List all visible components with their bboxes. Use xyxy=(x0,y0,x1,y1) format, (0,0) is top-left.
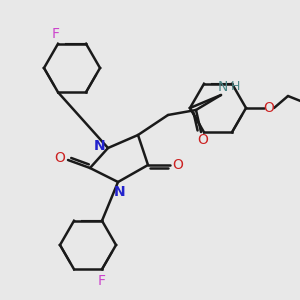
Text: N: N xyxy=(114,185,126,199)
Text: N: N xyxy=(94,139,106,153)
Text: F: F xyxy=(52,27,60,41)
Text: O: O xyxy=(198,133,208,147)
Text: F: F xyxy=(98,274,106,288)
Text: H: H xyxy=(230,80,240,94)
Text: O: O xyxy=(55,151,65,165)
Text: O: O xyxy=(264,101,274,115)
Text: N: N xyxy=(218,80,228,94)
Text: O: O xyxy=(172,158,183,172)
